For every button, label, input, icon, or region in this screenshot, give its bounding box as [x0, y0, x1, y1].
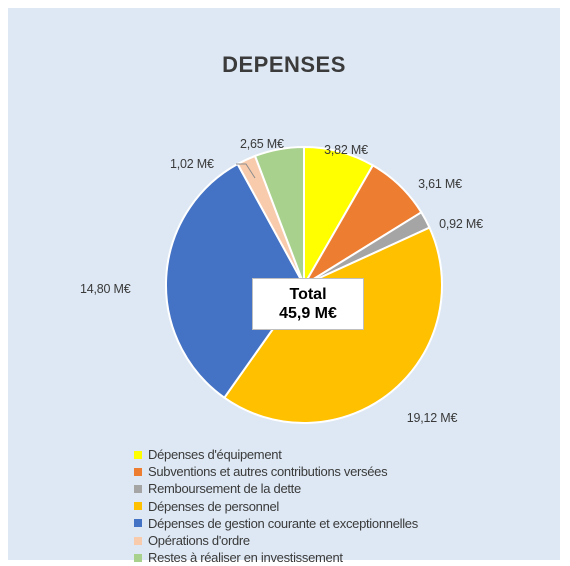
legend-item: Dépenses de gestion courante et exceptio…	[134, 515, 418, 532]
leader-line	[236, 163, 256, 179]
legend-label: Dépenses de personnel	[148, 498, 280, 514]
chart-title: DEPENSES	[222, 52, 346, 77]
legend-label: Dépenses d'équipement	[148, 447, 282, 463]
legend-label: Subventions et autres contributions vers…	[148, 464, 388, 480]
slice-value-label: 19,12 M€	[407, 411, 458, 425]
slice-value-label: 3,82 M€	[324, 143, 368, 157]
slice-value-label: 1,02 M€	[170, 157, 214, 171]
legend-swatch	[134, 450, 142, 459]
chart-legend: Dépenses d'équipement Subventions et autr…	[134, 446, 418, 566]
total-label-line2: 45,9 M€	[279, 305, 337, 322]
slice-value-label: 0,92 M€	[439, 217, 483, 231]
legend-swatch	[134, 519, 142, 528]
pie-chart: 3,82 M€ 3,61 M€ 0,92 M€ 19,12 M€ 14,80 M€ 1,0…	[80, 137, 483, 425]
legend-item: Subventions et autres contributions vers…	[134, 463, 418, 480]
chart-panel: DEPENSES 3,82 M€ 3,61 M€ 0,92 M€ 19,12 M€ 14…	[8, 8, 560, 565]
total-label: Total 45,9 M€	[252, 278, 364, 330]
pie-slice	[253, 145, 305, 286]
legend-item: Dépenses d'équipement	[134, 446, 418, 463]
legend-swatch	[134, 467, 142, 476]
slice-value-label: 3,61 M€	[418, 177, 462, 191]
slice-value-label: 2,65 M€	[240, 137, 284, 151]
legend-swatch	[134, 502, 142, 511]
legend-item: Opérations d'ordre	[134, 532, 418, 549]
legend-swatch	[134, 536, 142, 545]
legend-label: Dépenses de gestion courante et exceptio…	[148, 515, 418, 531]
legend-swatch	[134, 553, 142, 562]
legend-label: Opérations d'ordre	[148, 533, 250, 549]
legend-item: Dépenses de personnel	[134, 498, 418, 515]
legend-swatch	[134, 484, 142, 493]
legend-item: Restes à réaliser en investissement	[134, 549, 418, 566]
slice-value-label: 14,80 M€	[80, 282, 131, 296]
legend-label: Remboursement de la dette	[148, 481, 301, 497]
total-label-line1: Total	[289, 286, 327, 303]
legend-label: Restes à réaliser en investissement	[148, 550, 343, 566]
legend-item: Remboursement de la dette	[134, 480, 418, 497]
